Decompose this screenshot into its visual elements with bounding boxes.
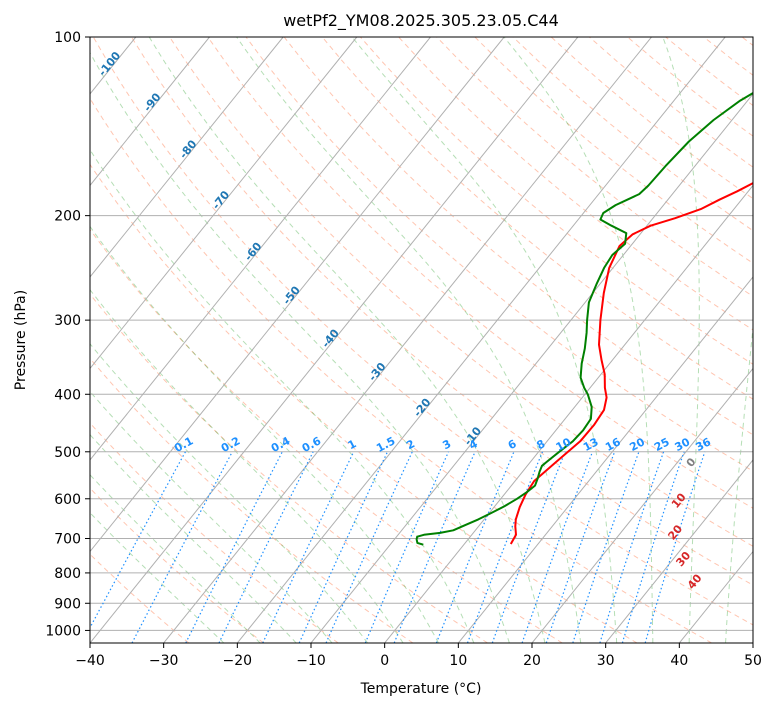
mixing-ratio-line	[364, 451, 450, 643]
x-tick-label: −30	[149, 653, 179, 669]
y-tick-label: 200	[54, 209, 81, 225]
dry-adiabat-line	[90, 357, 414, 643]
mixing-ratio-line	[393, 451, 476, 643]
isotherm-line	[163, 37, 652, 643]
x-tick-label: 30	[597, 653, 615, 669]
moist-adiabat-line	[90, 148, 475, 643]
mixing-ratio-label: 13	[581, 435, 601, 454]
y-tick-label: 400	[54, 387, 81, 403]
x-tick-label: 20	[523, 653, 541, 669]
sounding-lines	[415, 91, 753, 546]
dry-adiabat-line	[90, 97, 712, 643]
dry-adiabat-line	[436, 37, 753, 297]
moist-adiabat-line	[503, 37, 654, 643]
mixing-ratio-line	[218, 451, 314, 643]
mixing-ratio-line	[621, 451, 685, 643]
mixing-ratio-line	[185, 451, 283, 643]
moist-adiabat-line	[90, 390, 333, 643]
y-tick-label: 1000	[45, 623, 81, 639]
mixing-ratio-label: 20	[627, 435, 647, 454]
plot-area	[90, 37, 753, 643]
dry-adiabat-line	[90, 553, 190, 643]
mixing-ratio-line	[644, 451, 706, 643]
mixing-ratio-line	[466, 451, 544, 643]
moist-adiabat-line	[725, 322, 753, 643]
y-axis-label: Pressure (hPa)	[13, 290, 29, 390]
x-tick-label: 10	[449, 653, 467, 669]
isotherm-line	[384, 184, 753, 643]
moist-adiabat-line	[662, 37, 700, 643]
x-tick-label: 50	[744, 653, 762, 669]
mixing-ratio-line	[545, 451, 616, 643]
temperature-line	[509, 182, 753, 545]
y-tick-label: 600	[54, 492, 81, 508]
isotherm-line	[236, 37, 726, 643]
y-tick-label: 100	[54, 30, 81, 46]
moist-adiabat-line	[90, 433, 297, 643]
dry-adiabat-line	[131, 37, 753, 586]
dry-adiabat-line	[90, 487, 264, 643]
x-tick-label: 0	[380, 653, 389, 669]
x-tick-label: −40	[75, 653, 105, 669]
mixing-ratio-line	[572, 451, 640, 643]
y-tick-label: 700	[54, 532, 81, 548]
isotherm-line	[90, 37, 579, 643]
moist-adiabat-line	[148, 37, 546, 643]
isotherm-line	[90, 37, 210, 187]
plot-frame	[89, 36, 754, 644]
isotherm-line	[90, 37, 358, 370]
isotherm-line	[457, 276, 753, 643]
isotherm-line	[90, 37, 431, 461]
dry-adiabat-line	[207, 37, 753, 509]
isotherm-line	[310, 93, 753, 643]
x-tick-label: −20	[223, 653, 253, 669]
moist-adiabat-line	[90, 343, 369, 643]
dry-adiabat-line	[90, 228, 563, 643]
mixing-ratio-label: 30	[673, 435, 693, 454]
isotherm-line	[90, 37, 284, 278]
y-tick-label: 800	[54, 566, 81, 582]
dry-adiabat-line	[321, 37, 753, 400]
mixing-ratio-label: 25	[652, 435, 672, 454]
background-lines	[90, 37, 753, 643]
dry-adiabat-line	[90, 163, 638, 643]
x-tick-label: 40	[670, 653, 688, 669]
isotherm-line	[605, 459, 753, 643]
moist-adiabat-line	[90, 51, 510, 643]
axes: −40 −30 −20 −10 0 10 20 30 40 50 100 200 300 400 500 60…	[45, 30, 762, 669]
isotherm-line	[90, 37, 505, 553]
mixing-ratio-line	[599, 451, 665, 643]
isotherm-line	[531, 367, 753, 643]
mixing-ratio-label: 36	[693, 435, 713, 454]
mixing-ratio-line	[435, 451, 515, 643]
chart-title: wetPf2_YM08.2025.305.23.05.C44	[283, 11, 559, 31]
y-tick-label: 300	[54, 313, 81, 329]
dewpoint-line	[415, 91, 753, 546]
mixing-ratio-line	[521, 451, 594, 643]
x-tick-label: −10	[296, 653, 326, 669]
dry-adiabat-line	[398, 37, 753, 331]
mixing-ratio-label: 16	[603, 435, 623, 454]
mixing-ratio-line	[491, 451, 566, 643]
moist-adiabat-line	[90, 225, 439, 643]
dry-adiabat-line	[90, 293, 488, 643]
y-tick-label: 900	[54, 596, 81, 612]
mixing-ratio-label: 10	[554, 435, 574, 454]
mixing-ratio-line	[131, 451, 233, 643]
mixing-ratio-line	[90, 451, 187, 629]
x-axis-label: Temperature (°C)	[360, 681, 482, 697]
y-tick-label: 500	[54, 445, 81, 461]
dry-adiabat-line	[245, 37, 753, 472]
